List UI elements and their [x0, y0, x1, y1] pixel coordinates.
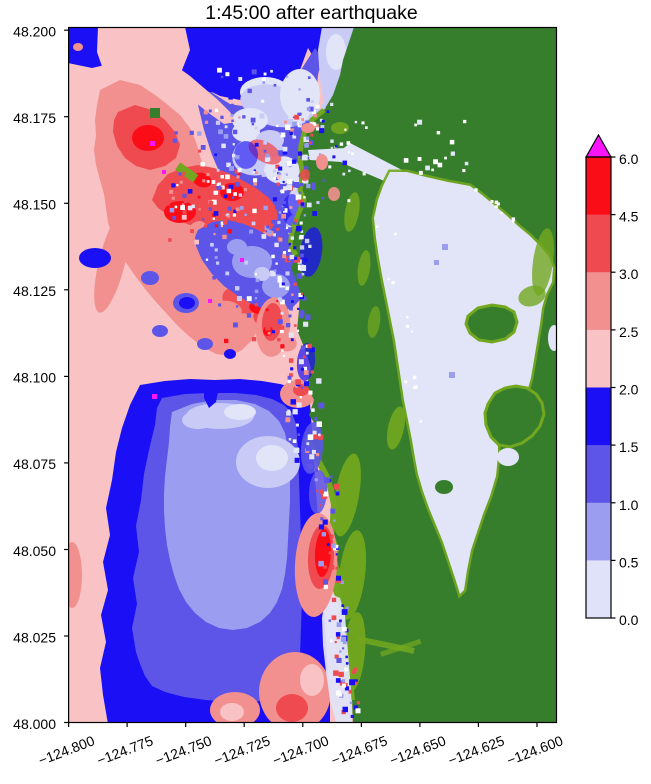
svg-text:48.200: 48.200 [13, 24, 56, 40]
svg-text:1:45:00 after earthquake: 1:45:00 after earthquake [205, 2, 418, 24]
svg-text:48.050: 48.050 [13, 543, 56, 559]
svg-text:2.5: 2.5 [619, 324, 639, 340]
svg-text:1.0: 1.0 [619, 497, 639, 513]
svg-text:48.025: 48.025 [13, 629, 56, 645]
svg-text:48.125: 48.125 [13, 283, 56, 299]
svg-text:48.100: 48.100 [13, 370, 56, 386]
svg-text:1.5: 1.5 [619, 439, 639, 455]
svg-text:48.150: 48.150 [13, 197, 56, 213]
svg-text:2.0: 2.0 [619, 382, 639, 398]
svg-text:3.0: 3.0 [619, 266, 639, 282]
svg-text:48.175: 48.175 [13, 110, 56, 126]
svg-text:0.0: 0.0 [619, 612, 639, 628]
svg-text:0.5: 0.5 [619, 554, 639, 570]
svg-text:48.000: 48.000 [13, 716, 56, 732]
svg-text:6.0: 6.0 [619, 151, 639, 167]
svg-text:4.5: 4.5 [619, 209, 639, 225]
svg-text:48.075: 48.075 [13, 456, 56, 472]
